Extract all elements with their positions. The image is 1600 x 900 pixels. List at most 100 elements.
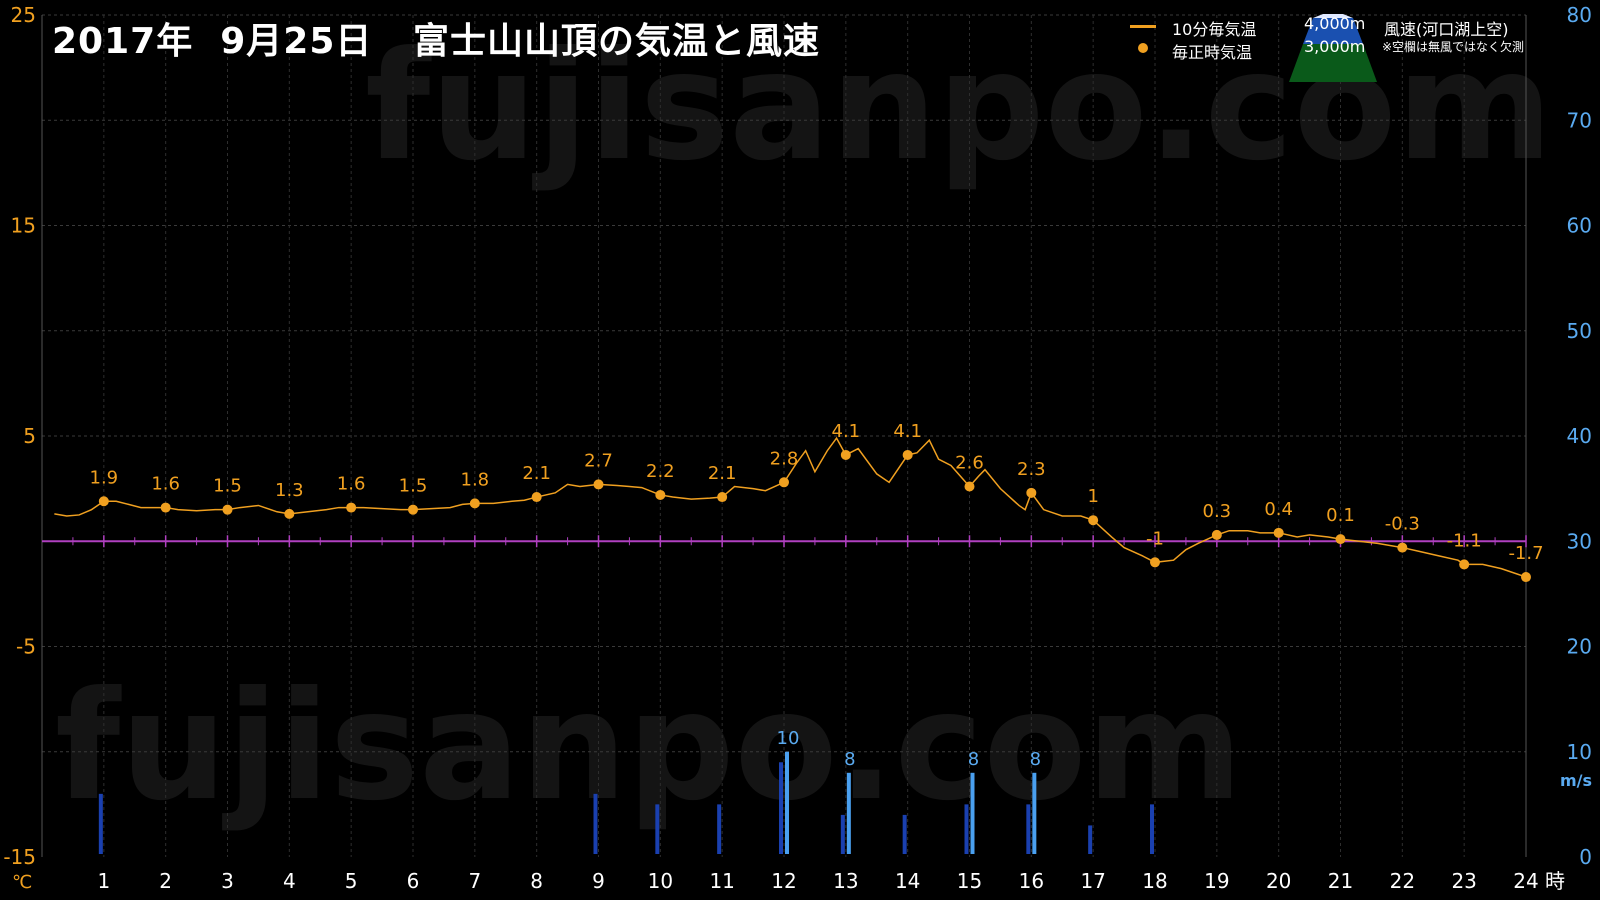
hourly-temp-label: 0.1	[1326, 505, 1355, 526]
x-axis-tick: 5	[345, 869, 358, 893]
x-axis-tick: 17	[1080, 869, 1105, 893]
x-axis-tick: 21	[1328, 869, 1353, 893]
legend-line-swatch	[1130, 25, 1156, 28]
hourly-temp-label: 1.5	[213, 476, 242, 497]
x-axis-tick: 14	[895, 869, 920, 893]
hourly-temp-point	[408, 504, 418, 515]
wind-value-label: 8	[844, 749, 855, 770]
wind-bar-3000m	[964, 804, 969, 854]
wind-axis-tick: 20	[1567, 635, 1592, 659]
x-axis-tick: 9	[592, 869, 605, 893]
hourly-temp-point	[1521, 572, 1531, 583]
x-axis-tick: 11	[709, 869, 734, 893]
x-axis-tick: 1	[97, 869, 110, 893]
hourly-temp-label: 2.7	[584, 450, 613, 471]
hourly-temp-point	[1273, 527, 1284, 538]
legend-dot-swatch	[1138, 43, 1148, 53]
wind-value-label: 8	[968, 749, 979, 770]
hourly-temp-point	[98, 496, 109, 507]
x-axis-tick: 12	[771, 869, 796, 893]
hourly-temp-label: -1	[1146, 528, 1164, 549]
x-axis-tick: 6	[407, 869, 420, 893]
temp-axis-tick: 25	[11, 3, 36, 27]
wind-value-label: 8	[1030, 749, 1041, 770]
x-axis-tick: 7	[468, 869, 481, 893]
hourly-temp-label: -1.1	[1447, 530, 1482, 551]
wind-bar-3000m	[717, 804, 722, 854]
x-axis-tick: 8	[530, 869, 543, 893]
hourly-temp-point	[1335, 534, 1346, 545]
wind-bar-4000m	[846, 772, 851, 854]
hourly-temp-point	[222, 504, 233, 515]
legend-alt4000: 4,000m	[1304, 14, 1366, 33]
wind-bar-3000m	[593, 793, 598, 854]
wind-bar-3000m	[1150, 804, 1154, 854]
wind-bar-3000m	[1088, 825, 1093, 854]
hourly-temp-label: -0.3	[1385, 514, 1420, 535]
x-axis-tick: 4	[283, 869, 296, 893]
hourly-temp-point	[346, 502, 357, 513]
x-axis-tick: 24	[1513, 869, 1538, 893]
hourly-temp-label: 2.6	[955, 453, 984, 474]
x-axis-tick: 19	[1204, 869, 1229, 893]
hourly-temp-label: 1.6	[337, 474, 366, 495]
wind-bar-4000m	[970, 772, 975, 854]
hourly-temp-point	[717, 492, 728, 503]
hourly-temp-label: 1	[1087, 486, 1098, 507]
wind-value-label: 10	[777, 728, 800, 749]
hourly-temp-label: 4.1	[832, 421, 861, 442]
legend-temp10: 10分毎気温	[1172, 20, 1257, 39]
wind-axis-tick: 80	[1567, 3, 1592, 27]
hourly-temp-point	[779, 477, 789, 488]
x-axis-tick: 3	[221, 869, 234, 893]
mountain-icon	[1289, 14, 1377, 82]
hourly-temp-point	[593, 479, 604, 490]
hourly-temp-point	[1088, 515, 1099, 526]
temp-axis-unit: ℃	[12, 872, 32, 893]
temp-axis-tick: 15	[11, 214, 36, 238]
hourly-temp-label: 0.3	[1203, 501, 1232, 522]
x-axis-unit: 時	[1545, 869, 1565, 893]
legend-note: ※空欄は無風ではなく欠測	[1382, 40, 1525, 54]
hourly-temp-point	[840, 449, 851, 460]
x-axis-tick: 18	[1142, 869, 1167, 893]
wind-bar-4000m	[785, 751, 789, 854]
wind-axis-tick: 70	[1567, 108, 1592, 132]
hourly-temp-point	[1397, 542, 1408, 553]
hourly-temp-point	[1211, 529, 1222, 540]
temp-axis-tick: -5	[16, 635, 36, 659]
hourly-temp-label: 2.3	[1017, 459, 1046, 480]
hourly-temp-point	[1150, 557, 1160, 568]
hourly-temp-label: 2.2	[646, 461, 675, 482]
hourly-temp-label: 1.8	[461, 469, 490, 490]
hourly-temp-point	[655, 489, 666, 500]
hourly-temp-label: 0.4	[1264, 499, 1293, 520]
hourly-temp-point	[1459, 559, 1470, 570]
hourly-temp-label: 2.1	[708, 463, 737, 484]
hourly-temp-point	[284, 508, 295, 519]
wind-bar-4000m	[1032, 772, 1037, 854]
x-axis-tick: 22	[1390, 869, 1415, 893]
x-axis-tick: 20	[1266, 869, 1291, 893]
wind-bar-3000m	[840, 814, 845, 854]
legend-alt3000: 3,000m	[1304, 37, 1366, 56]
wind-axis-tick: 60	[1567, 214, 1592, 238]
wind-bar-3000m	[902, 814, 907, 854]
hourly-temp-label: 1.5	[399, 476, 428, 497]
x-axis-tick: 10	[648, 869, 673, 893]
wind-axis-tick: 0	[1579, 845, 1592, 869]
hourly-temp-label: 4.1	[893, 421, 922, 442]
wind-bar-3000m	[98, 793, 103, 854]
wind-bar-3000m	[779, 762, 783, 854]
x-axis-tick: 15	[957, 869, 982, 893]
hourly-temp-point	[1026, 487, 1037, 498]
wind-axis-unit: m/s	[1560, 771, 1592, 790]
wind-bar-3000m	[1026, 804, 1031, 854]
wind-axis-tick: 40	[1567, 424, 1592, 448]
legend-wind-label: 風速(河口湖上空)	[1384, 20, 1509, 39]
hourly-temp-label: 1.6	[151, 474, 180, 495]
chart-title: 2017年 9月25日 富士山山頂の気温と風速	[52, 21, 821, 62]
temp-axis-tick: -15	[3, 845, 36, 869]
x-axis-tick: 16	[1019, 869, 1044, 893]
hourly-temp-label: 2.1	[522, 463, 551, 484]
